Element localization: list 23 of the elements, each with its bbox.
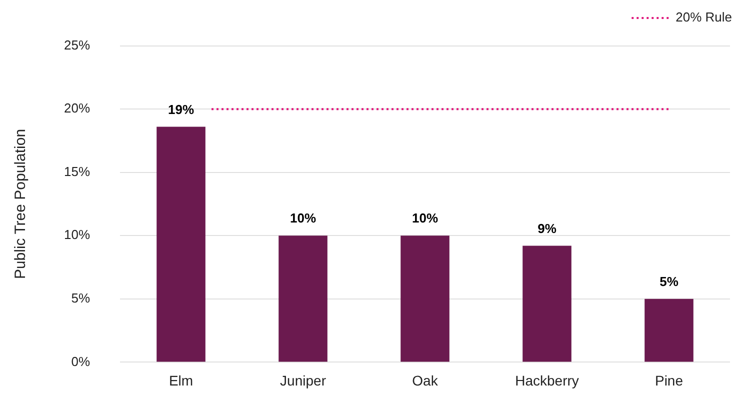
x-tick-label: Pine — [654, 372, 684, 388]
bar — [156, 126, 206, 362]
y-tick-label: 0% — [71, 354, 90, 369]
y-tick-label: 20% — [64, 100, 90, 116]
bar — [400, 236, 450, 362]
bar — [644, 298, 694, 362]
data-label: 10% — [412, 210, 438, 226]
x-tick-label: Oak — [412, 372, 439, 388]
y-tick-label: 10% — [64, 227, 90, 242]
data-label: 9% — [538, 220, 557, 236]
y-tick-label: 15% — [64, 164, 90, 179]
legend-label: 20% Rule — [676, 10, 732, 25]
y-tick-label: 5% — [71, 290, 90, 306]
x-tick-label: Juniper — [280, 372, 326, 388]
x-tick-label: Hackberry — [515, 372, 579, 388]
y-tick-label: 25% — [64, 37, 90, 52]
bar — [522, 246, 572, 362]
x-tick-label: Elm — [168, 372, 194, 388]
bar — [278, 236, 328, 362]
y-axis-title: Public Tree Population — [12, 128, 30, 280]
data-label: 19% — [168, 102, 194, 117]
data-label: 5% — [660, 274, 679, 289]
data-label: 10% — [290, 210, 316, 226]
